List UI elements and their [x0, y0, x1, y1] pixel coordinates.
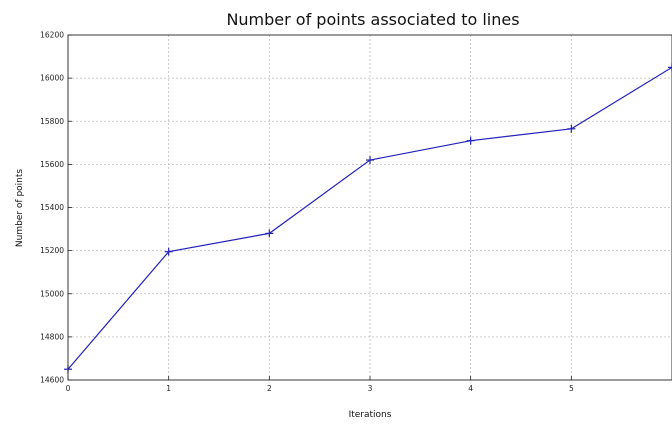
plot-area-frame — [67, 34, 672, 381]
data-point-marker — [567, 124, 576, 133]
x-tick-label: 4 — [468, 384, 473, 393]
x-tick-label: 1 — [166, 384, 171, 393]
data-point-marker — [265, 229, 274, 238]
y-tick-label: 15200 — [40, 246, 64, 255]
series-layer — [64, 63, 672, 374]
y-tick-label: 16200 — [40, 31, 64, 40]
y-tick-label: 15400 — [40, 203, 64, 212]
x-tick-label: 3 — [368, 384, 373, 393]
y-axis-label: Number of points — [15, 169, 25, 248]
y-tick-label: 16000 — [40, 74, 64, 83]
y-tick-label: 15600 — [40, 160, 64, 169]
grid — [68, 35, 672, 380]
y-tick-label: 14800 — [40, 332, 64, 341]
y-tick-label: 15800 — [40, 117, 64, 126]
data-point-marker — [366, 156, 374, 165]
data-point-marker — [466, 136, 475, 145]
x-tick-label: 0 — [66, 384, 71, 393]
x-axis-label: Iterations — [349, 410, 392, 420]
y-tick-label: 14600 — [40, 376, 64, 385]
chart-title: Number of points associated to lines — [226, 10, 519, 29]
data-point-marker — [164, 247, 173, 256]
x-tick-label: 5 — [569, 384, 574, 393]
data-point-marker — [668, 63, 672, 72]
x-tick-label: 2 — [267, 384, 272, 393]
y-tick-label: 15000 — [40, 289, 64, 298]
axis-ticks: 14600 14800 15000 15200 15400 15600 15800 16000… — [40, 31, 574, 394]
